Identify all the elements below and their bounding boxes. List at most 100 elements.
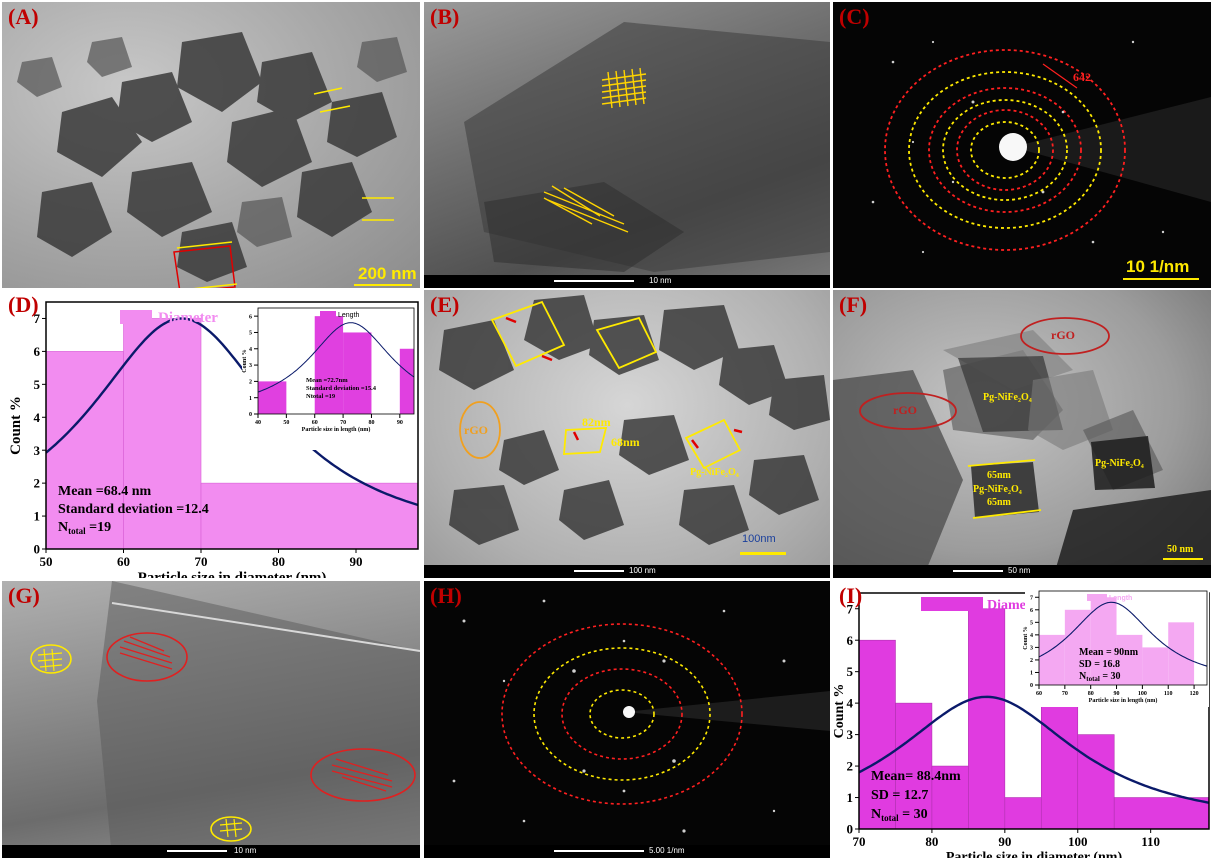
panel-f-rgo-left: rGO (893, 403, 917, 417)
D-inset-ylabel: Count % (242, 349, 248, 373)
d-main-stat-mean: Mean =68.4 nm (58, 484, 151, 499)
panel-f-65nm-top: 65nm (987, 470, 1011, 481)
panel-e-82nm-label: 82nm (582, 415, 611, 429)
I-main-xtick-4: 110 (1141, 834, 1160, 849)
D-main-ytick-5: 5 (34, 377, 41, 392)
D-main-ytick-1: 1 (34, 509, 41, 524)
I-main-ytick-0: 0 (847, 822, 854, 837)
panel-e-68nm-label: 68nm (611, 435, 640, 449)
panel-c-scale-bar (1123, 278, 1199, 280)
D-inset-xtick-4: 80 (368, 420, 374, 426)
D-inset-bar-5 (399, 348, 414, 414)
I-main-xtick-1: 80 (925, 834, 938, 849)
panel-c-scale-label: 10 1/nm (1126, 257, 1190, 276)
D-main-bar-2 (200, 482, 419, 550)
D-inset-frame (257, 307, 415, 415)
I-inset-ytick-7: 7 (1030, 595, 1033, 601)
panel-f-pg-label-2: Pg-NiFe₂O₄ (973, 484, 1022, 495)
panel-f-scale-label: 50 nm (1167, 544, 1194, 555)
I-main-bar-6 (1077, 734, 1115, 830)
panel-h-rings (452, 599, 830, 833)
I-main-ytick-3: 3 (847, 727, 854, 742)
D-main-ytick-0: 0 (34, 542, 41, 557)
panel-f-scale-strip: 50 nm (833, 565, 1211, 578)
panel-e-rgo-label: rGO (464, 423, 488, 437)
I-main-bar-1 (895, 702, 933, 830)
panel-f-rgo-top: rGO (1051, 328, 1075, 342)
panel-f-label: (F) (839, 292, 868, 317)
panel-f-pg-label-3: Pg-NiFe₂O₄ (1095, 458, 1144, 469)
D-main-xtick-1: 60 (117, 554, 130, 569)
I-inset-bar-1 (1064, 609, 1091, 685)
d-inset-legend-text: Length (338, 312, 360, 319)
panel-c-rings (871, 40, 1211, 254)
D-inset-xtick-5: 90 (397, 420, 403, 426)
I-main-xlabel: Particle size in diameter (nm) (946, 850, 1123, 858)
panel-h-strip-text: 5.00 1/nm (649, 846, 685, 855)
I-main-ytick-2: 2 (847, 759, 854, 774)
panel-b-scale-text: 10 nm (649, 276, 672, 285)
D-main-ylabel: Count % (8, 396, 24, 455)
D-main-bar-0 (45, 351, 124, 550)
panel-g-lattice (30, 581, 420, 858)
D-inset-bar-0 (258, 381, 287, 414)
I-inset-ylabel: Count % (1023, 626, 1029, 650)
I-inset-fit-curve (1038, 601, 1208, 667)
D-inset-xtick-3: 70 (340, 420, 346, 426)
i-main-legend-swatch (921, 597, 983, 611)
panel-g-label: (G) (8, 583, 40, 608)
I-main-ytick-6: 6 (847, 633, 854, 648)
I-inset-frame (1038, 590, 1208, 686)
I-inset-ytick-5: 5 (1030, 620, 1033, 626)
panel-h-scale-strip: 5.00 1/nm (424, 845, 830, 858)
panel-f-pg-label-1: Pg-NiFe₂O₄ (983, 392, 1032, 403)
D-main-xlabel: Particle size in diameter (nm) (138, 570, 327, 578)
i-inset-legend-text: Length (1109, 595, 1132, 602)
I-inset-ytick-3: 3 (1030, 646, 1033, 652)
D-main-xtick-0: 50 (40, 554, 53, 569)
D-inset-group: 40 50 60 70 80 90 0 1 2 3 4 5 6 Particle size in leng… (242, 307, 415, 433)
i-inset-stat-mean: Mean = 90nm (1079, 647, 1139, 658)
I-main-xtick-0: 70 (853, 834, 866, 849)
D-main-xtick-2: 70 (195, 554, 208, 569)
panel-f-tem-image: (F) rGO rGO Pg-NiFe₂O₄ Pg-NiFe₂O₄ Pg-NiF… (833, 290, 1211, 578)
D-inset-xtick-2: 60 (312, 420, 318, 426)
D-main-xtick-4: 90 (350, 554, 363, 569)
D-inset-ytick-5: 5 (249, 331, 252, 337)
I-inset-ytick-6: 6 (1030, 608, 1033, 614)
D-inset-ytick-2: 2 (249, 379, 252, 385)
D-inset-ytick-1: 1 (249, 396, 252, 402)
D-inset-ytick-4: 4 (249, 347, 252, 353)
I-inset-xtick-2: 80 (1088, 691, 1094, 697)
panel-e-tem-image: (E) rGO 82nm 68nm Pg-NiFe₂O₄ 100nm 100 n… (424, 290, 830, 578)
panel-c-saed-pattern: (C) 642 10 1/nm (833, 2, 1211, 288)
panel-i-label: (I) (839, 583, 863, 608)
D-inset-xtick-0: 40 (255, 420, 261, 426)
panel-d-histogram: 50 60 70 80 90 0 1 2 3 4 5 6 7 Particle size in diame… (2, 290, 422, 578)
I-inset-xtick-3: 90 (1114, 691, 1120, 697)
I-main-xtick-2: 90 (998, 834, 1011, 849)
I-inset-group: 60 70 80 90 100 110 120 0 1 2 3 4 5 6 7 Particle size i… (1023, 590, 1208, 704)
I-inset-bar-3 (1116, 634, 1143, 685)
panel-h-saed-pattern: (H) 5.00 1/nm (424, 581, 830, 858)
d-main-stat-n: Ntotal =19 (58, 520, 111, 536)
panel-h-label: (H) (430, 583, 462, 608)
panel-d-label: (D) (8, 292, 39, 317)
D-main-ytick-7: 7 (34, 311, 41, 326)
I-main-fit-curve (858, 695, 1210, 804)
I-inset-xlabel: Particle size in length (nm) (1089, 697, 1158, 704)
I-inset-xtick-6: 120 (1190, 691, 1199, 697)
I-inset-bar-4 (1142, 647, 1169, 685)
D-inset-bar-3 (343, 332, 372, 414)
d-main-legend-swatch (120, 310, 152, 324)
D-main-ytick-4: 4 (34, 410, 41, 425)
D-main-bar-1 (123, 318, 202, 550)
panel-a-particles (17, 32, 412, 288)
I-inset-xtick-5: 110 (1164, 691, 1173, 697)
D-inset-ytick-0: 0 (249, 412, 252, 418)
I-main-bar-7 (1113, 797, 1210, 830)
I-inset-ytick-2: 2 (1030, 658, 1033, 664)
